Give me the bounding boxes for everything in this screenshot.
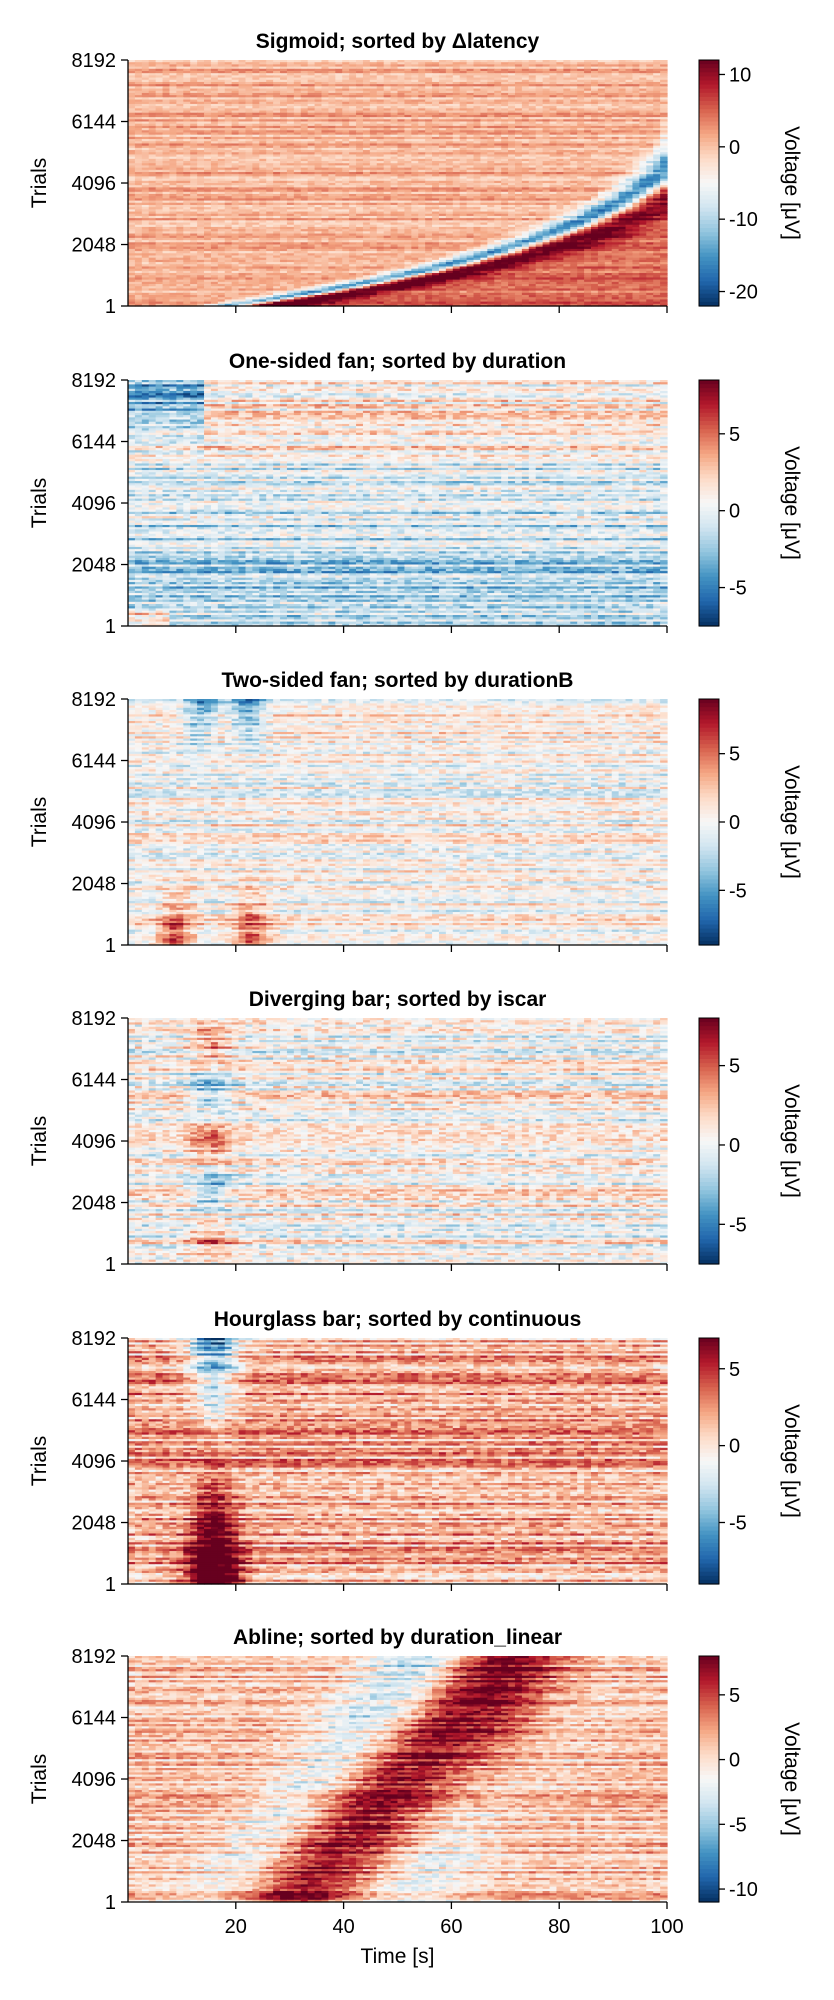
heatmap-cells [128,60,668,307]
heatmap-panel-1: Sigmoid; sorted by Δlatency1204840966144… [28,30,803,318]
